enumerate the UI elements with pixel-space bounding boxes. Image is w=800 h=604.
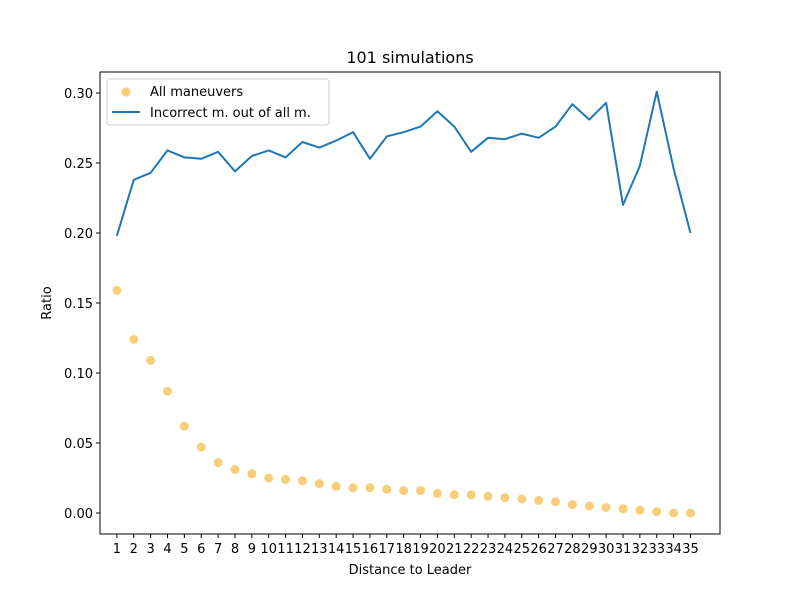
all-maneuvers-point (584, 501, 594, 511)
all-maneuvers-point (567, 500, 577, 510)
x-tick-label: 29 (581, 542, 598, 557)
plot-frame (99, 71, 721, 535)
all-maneuvers-point (146, 355, 156, 365)
x-tick-label: 27 (547, 542, 564, 557)
all-maneuvers-point (483, 491, 493, 501)
x-tick-label: 15 (345, 542, 362, 557)
x-tick-label: 26 (530, 542, 547, 557)
x-tick-label: 31 (615, 542, 632, 557)
x-tick-label: 16 (362, 542, 379, 557)
y-tick-label: 0.25 (64, 157, 93, 172)
x-tick-label: 1 (113, 542, 121, 557)
x-tick-label: 28 (564, 542, 581, 557)
all-maneuvers-point (162, 386, 172, 396)
all-maneuvers-point (517, 494, 527, 504)
y-axis-ticks: 0.00 0.05 0.10 0.15 0.20 0.25 0.30 (64, 87, 100, 522)
x-axis-label: Distance to Leader (349, 563, 472, 578)
legend-label-all-maneuvers: All maneuvers (150, 85, 243, 100)
x-tick-label: 13 (311, 542, 328, 557)
y-axis-label: Ratio (40, 286, 55, 319)
all-maneuvers-point (196, 442, 206, 452)
line-series-group (115, 90, 692, 237)
x-tick-label: 35 (682, 542, 699, 557)
all-maneuvers-point (416, 486, 426, 496)
x-tick-label: 21 (446, 542, 463, 557)
all-maneuvers-point (635, 505, 645, 515)
x-tick-label: 11 (277, 542, 294, 557)
all-maneuvers-point (534, 495, 544, 505)
x-tick-label: 6 (197, 542, 205, 557)
x-tick-label: 3 (146, 542, 154, 557)
x-tick-label: 7 (214, 542, 222, 557)
x-tick-label: 19 (412, 542, 429, 557)
legend-label-incorrect: Incorrect m. out of all m. (150, 106, 311, 121)
all-maneuvers-point (399, 486, 409, 496)
all-maneuvers-point (500, 493, 510, 503)
x-tick-label: 34 (665, 542, 682, 557)
x-tick-label: 25 (513, 542, 530, 557)
all-maneuvers-point (551, 497, 561, 507)
x-tick-label: 14 (328, 542, 345, 557)
all-maneuvers-point (331, 481, 341, 491)
x-tick-label: 2 (130, 542, 138, 557)
y-tick-label: 0.20 (64, 227, 93, 242)
y-tick-label: 0.15 (64, 297, 93, 312)
all-maneuvers-point (618, 504, 628, 514)
legend: All maneuvers Incorrect m. out of all m. (106, 78, 330, 126)
all-maneuvers-point (685, 508, 695, 518)
x-tick-label: 33 (648, 542, 665, 557)
all-maneuvers-point (669, 508, 679, 518)
x-tick-label: 20 (429, 542, 446, 557)
x-tick-label: 23 (480, 542, 497, 557)
x-tick-label: 24 (497, 542, 514, 557)
plot-area (100, 72, 720, 534)
all-maneuvers-point (449, 490, 459, 500)
x-tick-label: 10 (260, 542, 277, 557)
x-tick-label: 18 (395, 542, 412, 557)
x-tick-label: 32 (632, 542, 649, 557)
chart-title: 101 simulations (346, 48, 473, 67)
x-tick-label: 30 (598, 542, 615, 557)
scatter-series-group (112, 285, 695, 518)
all-maneuvers-point (314, 479, 324, 489)
legend-box (106, 78, 330, 126)
all-maneuvers-point (264, 473, 274, 483)
all-maneuvers-point (466, 490, 476, 500)
all-maneuvers-point (129, 334, 139, 344)
all-maneuvers-point (230, 465, 240, 475)
all-maneuvers-point (601, 502, 611, 512)
x-tick-label: 9 (248, 542, 256, 557)
y-tick-label: 0.05 (64, 437, 93, 452)
all-maneuvers-point (247, 469, 257, 479)
all-maneuvers-point (297, 476, 307, 486)
all-maneuvers-point (281, 474, 291, 484)
x-tick-label: 17 (379, 542, 396, 557)
all-maneuvers-point (213, 458, 223, 468)
all-maneuvers-point (432, 488, 442, 498)
incorrect-ratio-line (115, 90, 692, 237)
y-tick-label: 0.00 (64, 507, 93, 522)
y-tick-label: 0.30 (64, 87, 93, 102)
all-maneuvers-point (179, 421, 189, 431)
x-tick-label: 8 (231, 542, 239, 557)
all-maneuvers-point (348, 483, 358, 493)
x-axis-ticks: 1 2 3 4 5 6 7 8 9 10 11 12 13 14 15 16 17 18 19 20 21 22 23 24 2… (113, 534, 699, 557)
y-tick-label: 0.10 (64, 367, 93, 382)
x-tick-label: 22 (463, 542, 480, 557)
x-tick-label: 4 (163, 542, 171, 557)
all-maneuvers-point (112, 285, 122, 295)
x-tick-label: 5 (180, 542, 188, 557)
x-tick-label: 12 (294, 542, 311, 557)
all-maneuvers-point (652, 507, 662, 517)
legend-scatter-marker (121, 87, 131, 97)
all-maneuvers-point (365, 483, 375, 493)
all-maneuvers-point (382, 484, 392, 494)
